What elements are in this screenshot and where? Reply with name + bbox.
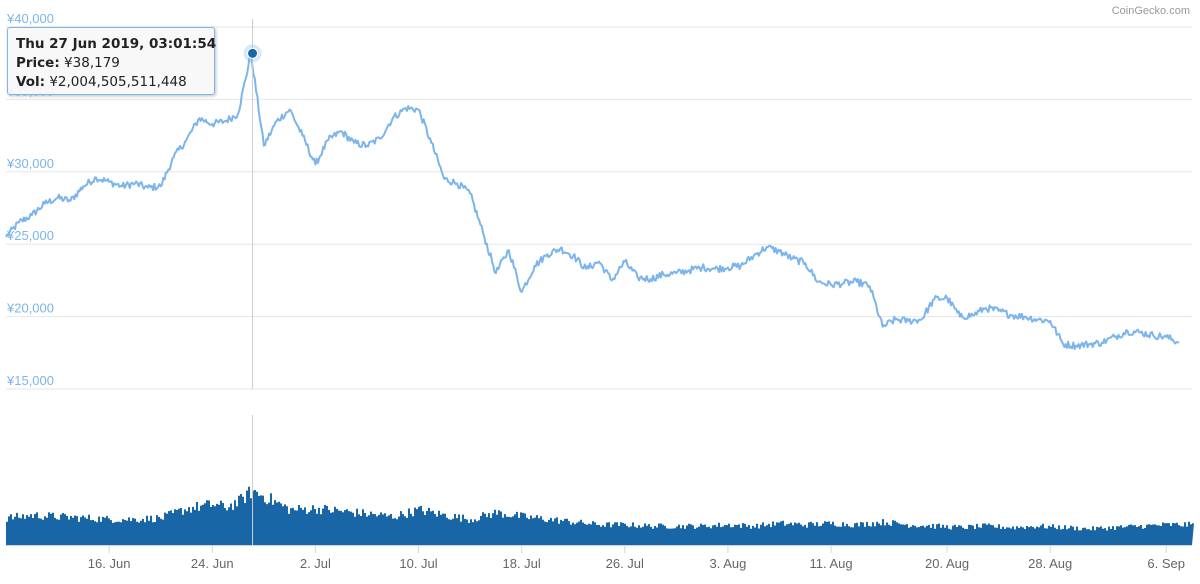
x-tick-label: 28. Aug — [1028, 556, 1072, 571]
y-tick-label: ¥15,000 — [6, 373, 54, 388]
x-tick-label: 10. Jul — [399, 556, 437, 571]
highlight-point — [247, 47, 259, 59]
tooltip-price: Price: ¥38,179 — [16, 55, 120, 71]
y-tick-label: ¥20,000 — [6, 301, 54, 316]
x-tick-label: 6. Sep — [1147, 556, 1185, 571]
price-series-line — [5, 52, 1180, 350]
x-tick-label: 3. Aug — [709, 556, 746, 571]
y-tick-label: ¥40,000 — [6, 11, 54, 26]
x-tick-label: 2. Jul — [300, 556, 331, 571]
x-tick-label: 26. Jul — [606, 556, 644, 571]
y-tick-label: ¥25,000 — [6, 228, 54, 243]
x-tick-label: 24. Jun — [191, 556, 234, 571]
x-tick-label: 11. Aug — [809, 556, 852, 571]
x-tick-label: 16. Jun — [88, 556, 131, 571]
credit-label[interactable]: CoinGecko.com — [1111, 5, 1190, 17]
tooltip-date: Thu 27 Jun 2019, 03:01:54 — [16, 36, 217, 52]
volume-series-area — [6, 486, 1194, 545]
x-tick-label: 18. Jul — [502, 556, 540, 571]
tooltip-vol: Vol: ¥2,004,505,511,448 — [16, 74, 187, 90]
x-tick-label: 20. Aug — [925, 556, 969, 571]
y-tick-label: ¥30,000 — [6, 156, 54, 171]
tooltip: Thu 27 Jun 2019, 03:01:54 Price: ¥38,179… — [7, 27, 217, 95]
